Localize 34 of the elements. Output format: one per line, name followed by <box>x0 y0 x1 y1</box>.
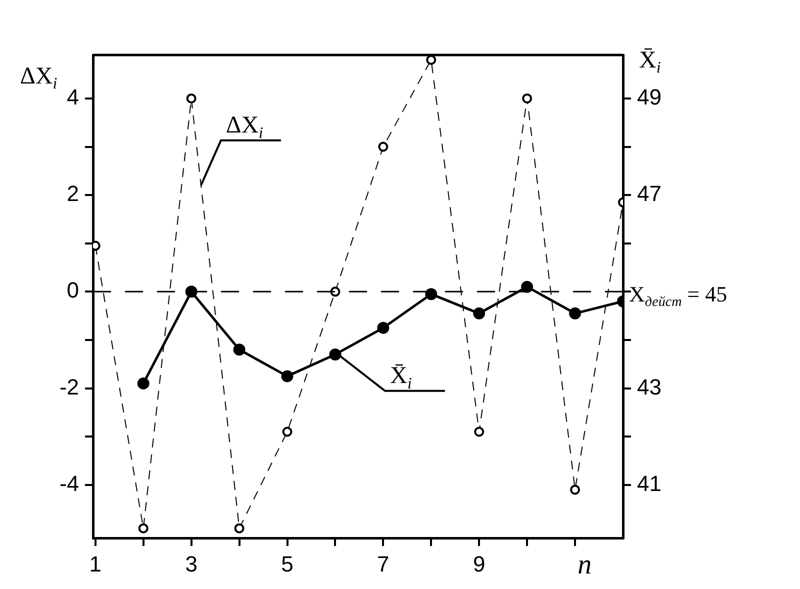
point <box>281 370 294 382</box>
x-tick-label: 5 <box>281 551 294 576</box>
point <box>569 307 582 320</box>
point <box>473 307 486 320</box>
point <box>521 280 534 293</box>
y2-tick-label: 47 <box>637 181 662 206</box>
x-tick-label: 9 <box>472 551 486 576</box>
y-tick-label: 4 <box>66 84 79 110</box>
y-tick-label: 0 <box>66 278 79 303</box>
point <box>186 93 196 104</box>
y-tick-label: -4 <box>59 470 79 496</box>
point <box>233 344 246 356</box>
y2-tick-label: 43 <box>637 374 662 400</box>
y-tick-label: 2 <box>66 181 79 206</box>
point <box>378 142 388 152</box>
x-tick-label: 1 <box>89 551 102 576</box>
x-tick-label: 7 <box>377 551 390 576</box>
y2-tick-label: 41 <box>637 470 662 496</box>
point <box>425 288 438 300</box>
x-axis-title: n <box>578 549 592 580</box>
point <box>185 286 198 298</box>
point <box>377 322 390 334</box>
point <box>234 523 244 534</box>
point <box>522 93 532 104</box>
point <box>282 426 292 437</box>
point <box>474 426 484 437</box>
point <box>329 348 342 360</box>
point <box>137 377 150 390</box>
y-tick-label: -2 <box>59 374 79 400</box>
point <box>426 55 436 65</box>
x-tick-label: 3 <box>185 551 198 576</box>
point <box>570 484 580 495</box>
point <box>138 523 148 534</box>
y2-tick-label: 49 <box>637 84 662 110</box>
